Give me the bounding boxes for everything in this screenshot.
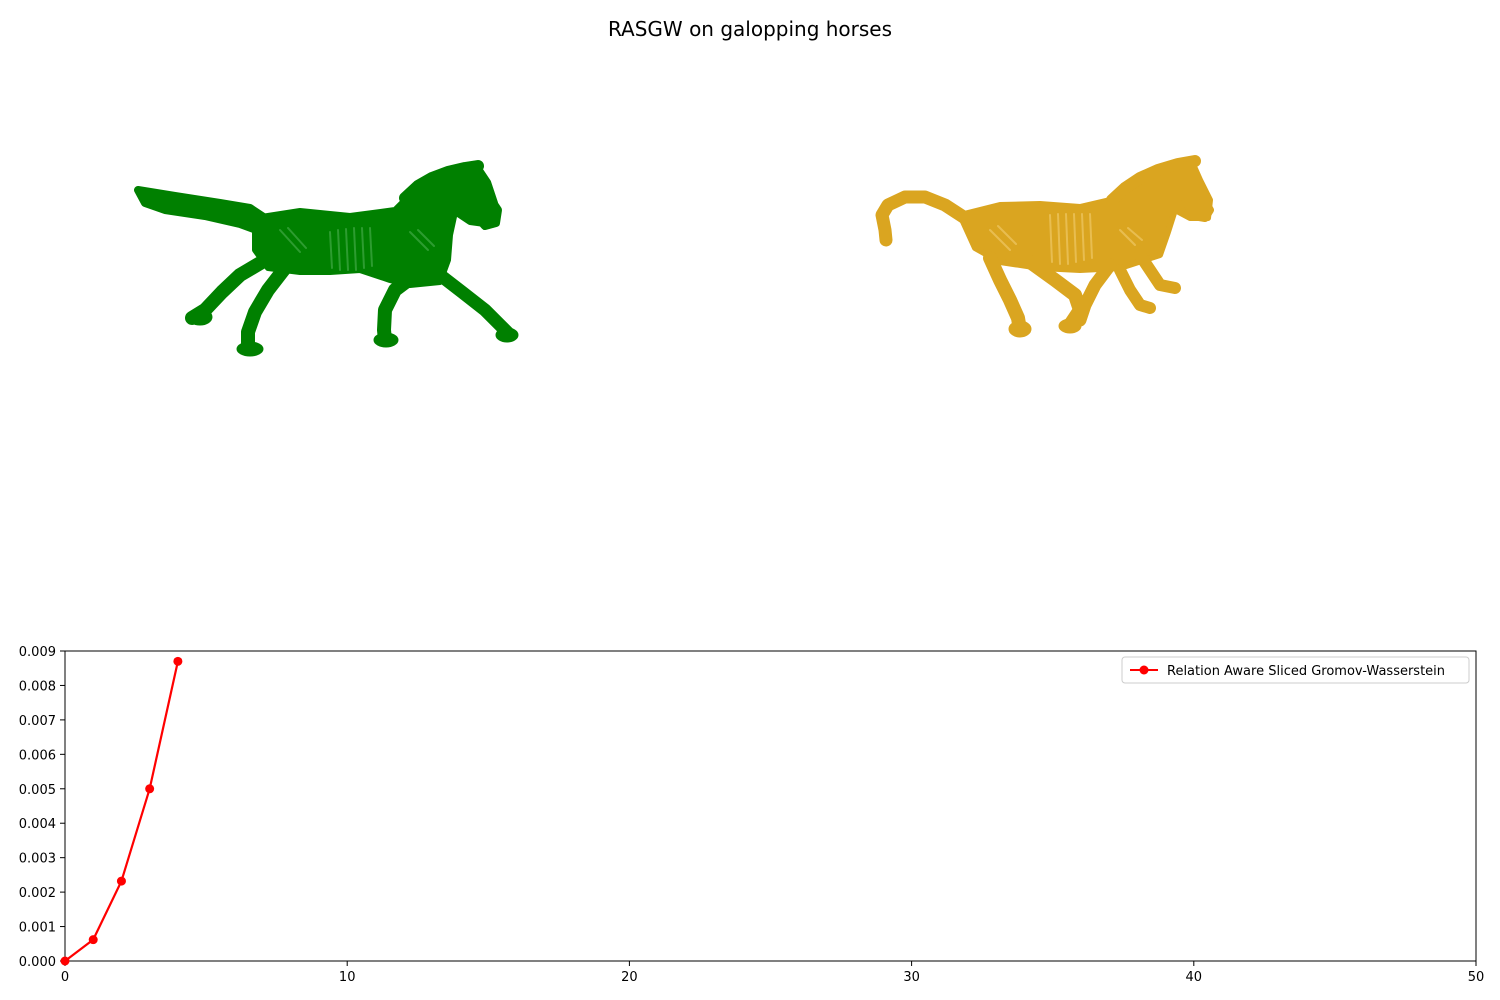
plot-frame	[64, 650, 1477, 962]
x-tick-label: 30	[903, 970, 920, 985]
x-tick-label: 50	[1468, 970, 1485, 985]
x-tick-label: 0	[61, 970, 69, 985]
data-point	[173, 656, 183, 666]
data-point	[116, 876, 126, 886]
y-tick-label: 0.006	[19, 748, 56, 763]
data-point	[60, 956, 70, 966]
y-tick-label: 0.007	[19, 714, 56, 729]
y-tick-label: 0.004	[19, 817, 56, 832]
x-tick-label: 20	[621, 970, 638, 985]
horse-source-point-cloud	[134, 160, 519, 357]
horse-target-point-cloud	[875, 155, 1214, 338]
x-tick-label: 10	[339, 970, 356, 985]
y-axis-ticks: 0.000 0.001 0.002 0.003 0.004 0.005 0.006 0.007…	[19, 645, 65, 970]
x-axis-ticks: 0 10 20 30 40 50	[61, 961, 1484, 985]
chart-axes: 0 10 20 30 40 50 0.0000.0010.0020.0030.0040.0…	[19, 645, 1484, 985]
y-tick-label: 0.002	[19, 886, 56, 901]
y-tick-label: 0.009	[19, 645, 56, 660]
series-layer	[60, 656, 183, 966]
legend-label: Relation Aware Sliced Gromov-Wasserstein	[1167, 664, 1445, 679]
y-tick-label: 0.001	[19, 921, 56, 936]
legend: Relation Aware Sliced Gromov-Wasserstein	[1121, 656, 1470, 684]
figure-title: RASGW on galopping horses	[608, 17, 892, 41]
y-tick-label: 0.008	[19, 679, 56, 694]
y-tick-label: 0.005	[19, 783, 56, 798]
series-line	[64, 661, 179, 962]
x-tick-label: 40	[1186, 970, 1203, 985]
y-tick-label: 0.000	[19, 955, 56, 970]
y-tick-label: 0.003	[19, 852, 56, 867]
data-point	[88, 935, 98, 945]
legend-box	[1121, 656, 1470, 684]
legend-marker-sample	[1139, 665, 1149, 675]
data-point	[145, 784, 155, 794]
